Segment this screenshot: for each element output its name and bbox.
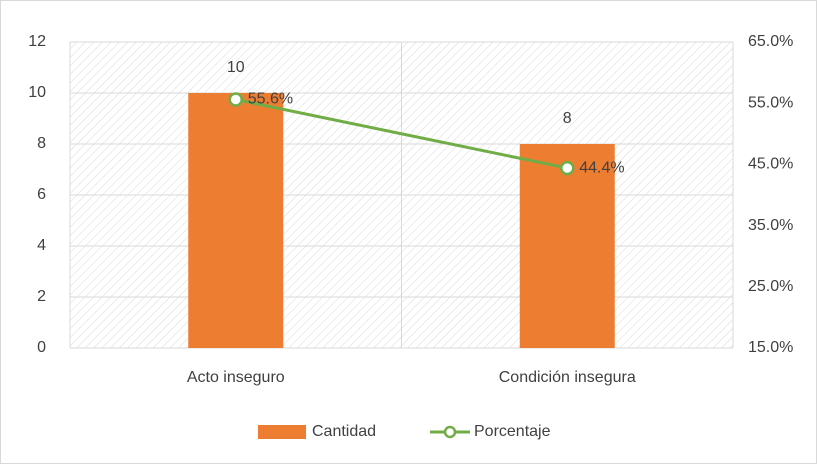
bar (188, 93, 284, 348)
y-tick-label: 8 (37, 135, 46, 152)
line-marker (228, 92, 243, 107)
y-tick-label: 4 (37, 237, 46, 254)
y-tick-label: 0 (37, 339, 46, 356)
legend-label: Cantidad (312, 423, 376, 440)
y-tick-label: 2 (37, 288, 46, 305)
y-tick-label: 6 (37, 186, 46, 203)
line (235, 98, 568, 170)
y2-tick-label: 55.0% (748, 94, 793, 111)
y2-tick-label: 15.0% (748, 339, 793, 356)
y2-tick-label: 45.0% (748, 156, 793, 173)
y2-tick-label: 35.0% (748, 217, 793, 234)
x-tick-label: Acto inseguro (187, 369, 285, 386)
bar-value-label: 10 (227, 59, 245, 76)
y-tick-label: 10 (28, 84, 46, 101)
bar-value-label: 8 (563, 110, 572, 127)
legend-swatch (258, 425, 306, 439)
line-value-label: 55.6% (248, 91, 293, 108)
line-value-label: 44.4% (579, 159, 624, 176)
line-marker (560, 160, 575, 176)
y2-tick-label: 65.0% (748, 33, 793, 50)
bar (519, 144, 615, 348)
legend-swatch-marker (443, 425, 457, 439)
legend-label: Porcentaje (474, 423, 551, 440)
y-tick-label: 12 (28, 33, 46, 50)
x-tick-label: Condición insegura (499, 369, 636, 386)
y2-tick-label: 25.0% (748, 278, 793, 295)
